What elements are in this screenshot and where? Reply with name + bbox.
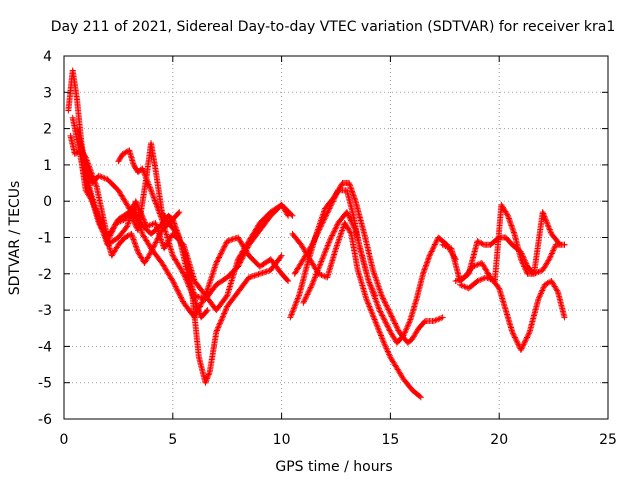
data-point-fill bbox=[65, 69, 568, 400]
x-tick-label: 20 bbox=[490, 432, 508, 448]
data-point bbox=[326, 238, 333, 245]
data-point bbox=[128, 230, 135, 237]
data-point bbox=[387, 310, 394, 317]
data-point bbox=[452, 278, 459, 285]
data-point bbox=[380, 339, 387, 346]
x-tick-label: 0 bbox=[60, 432, 69, 448]
y-axis-label: SDTVAR / TECUs bbox=[7, 181, 23, 296]
data-series bbox=[65, 67, 568, 401]
y-tick-label: 1 bbox=[43, 158, 52, 174]
x-tick-label: 10 bbox=[273, 432, 291, 448]
data-point bbox=[541, 281, 548, 288]
y-tick-label: 3 bbox=[43, 85, 52, 101]
y-tick-label: -3 bbox=[38, 303, 52, 319]
y-tick-label: 2 bbox=[43, 122, 52, 138]
y-tick-label: -5 bbox=[38, 376, 52, 392]
axes: 0 5 10 15 20 25 -6 -5 -4 -3 -2 -1 0 1 2 3 4 bbox=[38, 49, 617, 448]
y-tick-label: -2 bbox=[38, 267, 52, 283]
x-axis-label: GPS time / hours bbox=[275, 459, 392, 475]
x-tick-label: 15 bbox=[381, 432, 399, 448]
x-tick-label: 25 bbox=[599, 432, 617, 448]
data-point bbox=[517, 347, 524, 354]
data-point bbox=[148, 187, 155, 194]
data-point bbox=[287, 314, 294, 321]
data-point bbox=[317, 259, 324, 266]
y-tick-label: -4 bbox=[38, 339, 52, 355]
data-point bbox=[457, 281, 464, 288]
grid-lines bbox=[64, 56, 608, 419]
x-tick-label: 5 bbox=[168, 432, 177, 448]
data-point bbox=[300, 299, 307, 306]
data-point bbox=[213, 259, 220, 266]
data-point bbox=[483, 274, 490, 281]
y-tick-label: -1 bbox=[38, 231, 52, 247]
data-point bbox=[372, 317, 379, 324]
data-point bbox=[309, 281, 316, 288]
y-tick-label: 4 bbox=[43, 49, 52, 65]
data-point bbox=[439, 314, 446, 321]
y-tick-label: -6 bbox=[38, 412, 52, 428]
y-tick-label: 0 bbox=[43, 194, 52, 210]
chart-title: Day 211 of 2021, Sidereal Day-to-day VTE… bbox=[51, 19, 616, 35]
